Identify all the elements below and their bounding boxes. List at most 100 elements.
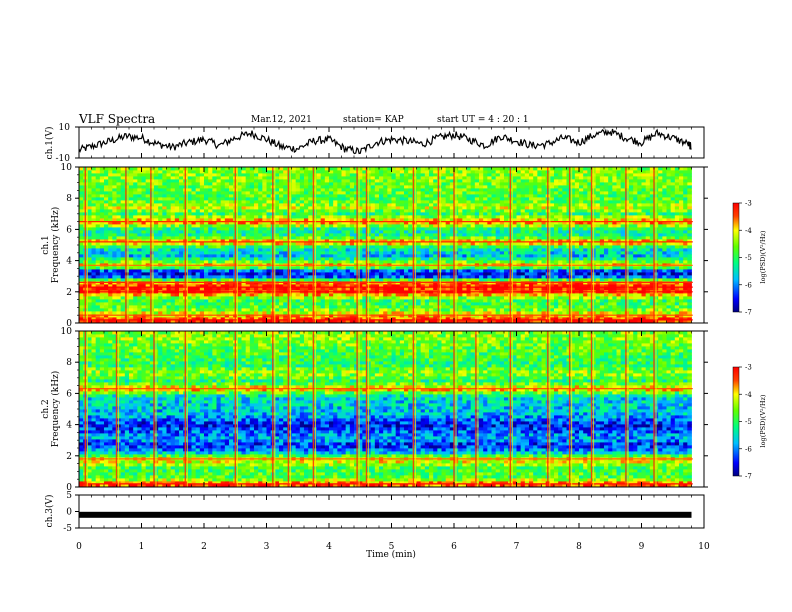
spectrogram-cell — [349, 275, 355, 279]
spectrogram-cell — [579, 233, 584, 237]
spectrogram-cell — [395, 293, 401, 297]
spectrogram-cell — [662, 305, 667, 309]
spectrogram-cell — [433, 224, 438, 228]
spectrogram-cell — [437, 254, 442, 258]
spectrogram-cell — [208, 299, 213, 303]
spectrogram-cell — [399, 251, 405, 255]
spectrogram-cell — [562, 296, 567, 300]
spectrogram-cell — [437, 224, 442, 228]
spectrogram-cell — [483, 236, 488, 240]
spectrogram-cell — [237, 227, 242, 231]
spectrogram-cell — [529, 242, 534, 246]
spectrogram-cell — [566, 230, 572, 234]
spectrogram-cell — [566, 266, 572, 270]
spectrogram-cell — [208, 284, 213, 288]
spectrogram-cell — [283, 236, 288, 240]
spectrogram-cell — [154, 311, 159, 315]
spectrogram-cell — [229, 302, 234, 306]
spectrogram-cell — [379, 251, 384, 255]
spectrogram-cell — [504, 224, 509, 228]
spectrogram-cell — [362, 278, 367, 282]
spectrogram-cell — [108, 251, 113, 255]
spectrogram-cell — [191, 293, 197, 297]
spectrogram-cell — [524, 260, 530, 264]
spectrogram-cell — [120, 293, 126, 297]
spectrogram-cell — [345, 248, 351, 252]
spectrogram-cell — [674, 287, 680, 291]
spectrogram-cell — [491, 305, 497, 309]
spectrogram-cell — [541, 233, 547, 237]
spectrogram-cell — [337, 317, 342, 321]
spectrogram-cell — [141, 254, 147, 258]
spectrogram-cell — [120, 236, 126, 240]
spectrogram-cell — [674, 275, 680, 279]
spectrogram-cell — [354, 302, 359, 306]
spectrogram-cell — [245, 236, 251, 240]
spectrogram-cell — [429, 287, 434, 291]
spectrogram-cell — [279, 227, 284, 231]
spectrogram-cell — [441, 257, 447, 261]
spectrogram-cell — [95, 296, 101, 300]
spectrogram-cell — [99, 287, 105, 291]
spectrogram-cell — [579, 239, 584, 243]
spectrogram-cell — [587, 245, 592, 249]
spectrogram-cell — [541, 320, 547, 323]
spectrogram-cell — [208, 311, 213, 315]
spectrogram-cell — [399, 260, 405, 264]
spectrogram-cell — [441, 239, 447, 243]
spectrogram-cell — [195, 224, 201, 228]
spectrogram-cell — [549, 227, 555, 231]
spectrogram-cell — [466, 272, 472, 276]
spectrogram-cell — [470, 287, 476, 291]
spectrogram-cell — [424, 272, 430, 276]
spectrogram-cell — [558, 221, 563, 225]
spectrogram-cell — [108, 308, 113, 312]
spectrogram-cell — [362, 251, 367, 255]
spectrogram-cell — [337, 302, 342, 306]
spectrogram-cell — [399, 272, 405, 276]
spectrogram-cell — [124, 251, 130, 255]
spectrogram-cell — [216, 224, 222, 228]
spectrogram-cell — [499, 308, 505, 312]
spectrogram-cell — [662, 254, 667, 258]
spectrogram-cell — [349, 230, 355, 234]
spectrogram-cell — [320, 239, 326, 243]
spectrogram-cell — [216, 239, 222, 243]
spectrogram-cell — [212, 269, 217, 273]
spectrogram-cell — [95, 260, 101, 264]
spectrogram-cell — [329, 233, 334, 237]
spectrogram-cell — [137, 224, 142, 228]
spectrogram-cell — [383, 236, 388, 240]
spectrogram-cell — [687, 260, 692, 264]
spectrogram-cell — [354, 299, 359, 303]
spectrogram-cell — [674, 245, 680, 249]
spectrogram-cell — [154, 296, 159, 300]
spectrogram-cell — [633, 236, 638, 240]
spectrogram-cell — [437, 242, 442, 246]
spectrogram-cell — [291, 251, 297, 255]
spectrogram-cell — [337, 227, 342, 231]
spectrogram-cell — [674, 317, 680, 321]
spectrogram-cell — [287, 224, 292, 228]
spectrogram-cell — [445, 221, 451, 225]
spectrogram-cell — [112, 260, 117, 264]
spectrogram-cell — [641, 251, 647, 255]
spectrogram-cell — [554, 293, 559, 297]
spectrogram-cell — [620, 221, 626, 225]
spectrogram-cell — [295, 266, 301, 270]
spectrogram-cell — [599, 269, 605, 273]
spectrogram-cell — [245, 320, 251, 323]
spectrogram-cell — [241, 302, 247, 306]
spectrogram-cell — [637, 269, 642, 273]
spectrogram-cell — [316, 299, 322, 303]
spectrogram-cell — [458, 260, 463, 264]
spectrogram-cell — [395, 317, 401, 321]
spectrogram-cell — [362, 224, 367, 228]
spectrogram-cell — [158, 239, 163, 243]
spectrogram-cell — [570, 239, 576, 243]
spectrogram-cell — [262, 275, 267, 279]
spectrogram-cell — [179, 296, 184, 300]
spectrogram-cell — [112, 224, 117, 228]
spectrogram-cell — [420, 221, 426, 225]
spectrogram-cell — [537, 287, 542, 291]
